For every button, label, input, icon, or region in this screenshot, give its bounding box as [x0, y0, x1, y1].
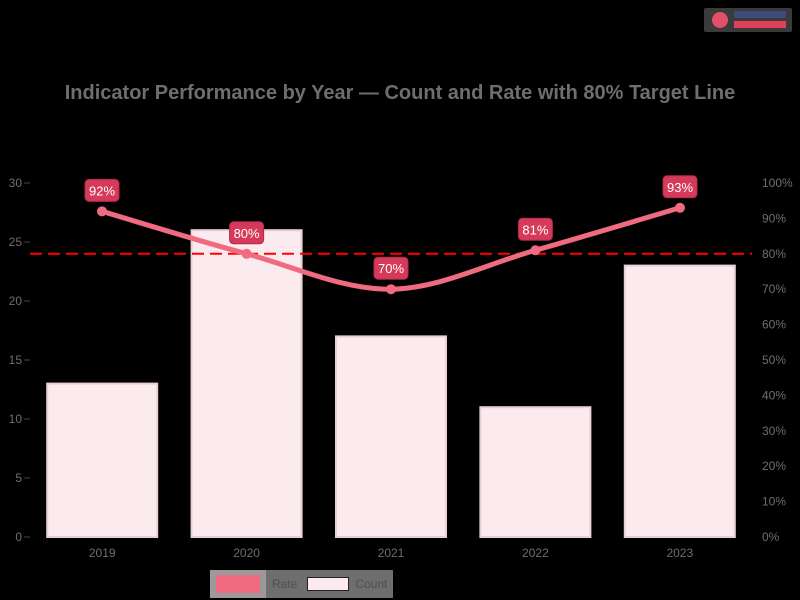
legend-label-rate: Rate [272, 577, 298, 591]
bar [335, 335, 447, 538]
x-axis-tick: 2020 [233, 546, 260, 560]
data-label: 80% [234, 226, 260, 241]
x-axis-tick: 2021 [378, 546, 405, 560]
line-point [675, 202, 685, 213]
right-axis-tick: 90% [762, 211, 786, 225]
right-axis-tick: 10% [762, 495, 786, 509]
right-axis-tick: 0% [762, 530, 780, 544]
data-label-box [229, 221, 265, 245]
right-axis-tick: 40% [762, 388, 786, 402]
data-label: 93% [667, 180, 693, 195]
right-axis-tick: 30% [762, 424, 786, 438]
chart-title: Indicator Performance by Year — Count an… [64, 82, 736, 104]
left-axis-tick: 0 [15, 530, 22, 544]
right-axis-tick: 70% [762, 282, 786, 296]
line-point [530, 245, 541, 256]
line-point [97, 206, 107, 217]
legend-swatch-line [210, 570, 266, 598]
left-axis-tick: 5 [15, 471, 22, 485]
right-axis-tick: 20% [762, 459, 786, 473]
x-axis-tick: 2019 [89, 546, 116, 560]
logo-text-bottom [734, 21, 786, 28]
right-axis-tick: 50% [762, 353, 786, 367]
data-label: 92% [89, 183, 115, 198]
data-label-box [373, 256, 409, 280]
right-axis-tick: 80% [762, 247, 786, 261]
legend-swatch-bar [307, 577, 350, 591]
data-label: 70% [378, 261, 404, 276]
data-label: 81% [522, 222, 548, 237]
brand-logo [704, 8, 792, 32]
legend: Rate Count [210, 570, 394, 598]
left-axis-tick: 15 [9, 353, 23, 367]
line-point [386, 284, 396, 295]
bar [479, 406, 592, 539]
left-axis-tick: 20 [9, 294, 23, 308]
x-axis-tick: 2022 [522, 546, 549, 560]
data-label-box [517, 217, 553, 241]
right-axis-tick: 60% [762, 318, 786, 332]
globe-icon [712, 12, 728, 28]
right-axis-tick: 100% [762, 176, 793, 190]
data-label-box [662, 175, 698, 199]
bar [190, 229, 303, 538]
logo-text-top [734, 11, 786, 18]
legend-label-count: Count [355, 577, 388, 591]
line-point [241, 248, 252, 259]
bar [623, 264, 736, 538]
data-label-box [84, 178, 120, 202]
left-axis-tick: 10 [9, 412, 23, 426]
bar [46, 382, 159, 538]
x-axis-tick: 2023 [666, 546, 693, 560]
left-axis-tick: 25 [9, 235, 23, 249]
left-axis-tick: 30 [9, 176, 23, 190]
